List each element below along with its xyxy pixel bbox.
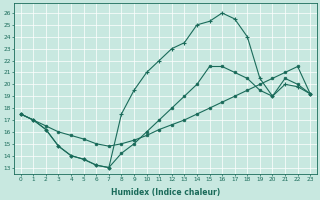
X-axis label: Humidex (Indice chaleur): Humidex (Indice chaleur) xyxy=(111,188,220,197)
